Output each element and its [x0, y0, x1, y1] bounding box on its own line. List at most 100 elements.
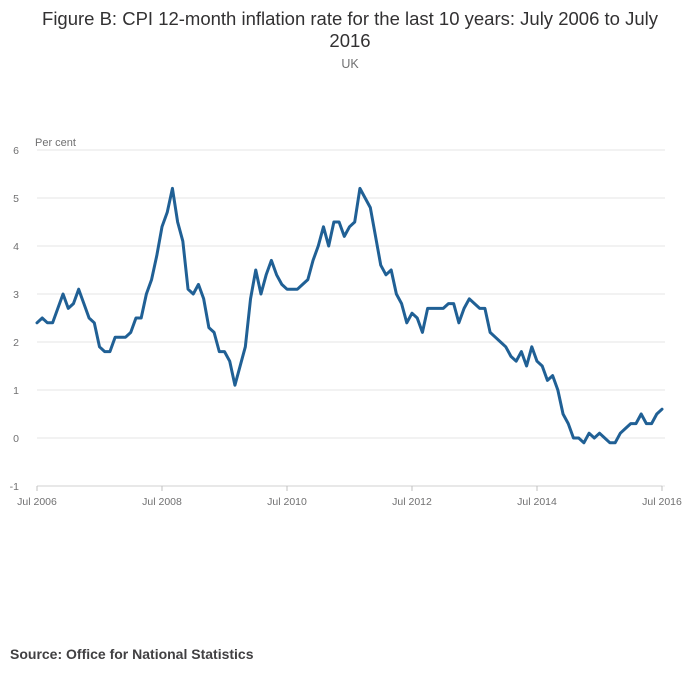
data-point[interactable] [233, 383, 237, 387]
data-point[interactable] [535, 359, 539, 363]
data-point[interactable] [379, 263, 383, 267]
data-point[interactable] [530, 345, 534, 349]
data-point[interactable] [321, 225, 325, 229]
data-point[interactable] [56, 306, 60, 310]
data-point[interactable] [332, 220, 336, 224]
data-point[interactable] [436, 306, 440, 310]
data-point[interactable] [212, 330, 216, 334]
data-point[interactable] [275, 273, 279, 277]
data-point[interactable] [493, 335, 497, 339]
data-point[interactable] [473, 302, 477, 306]
data-point[interactable] [374, 234, 378, 238]
data-point[interactable] [170, 186, 174, 190]
data-point[interactable] [311, 258, 315, 262]
data-point[interactable] [603, 436, 607, 440]
data-point[interactable] [457, 321, 461, 325]
data-point[interactable] [238, 364, 242, 368]
data-point[interactable] [384, 273, 388, 277]
data-point[interactable] [400, 302, 404, 306]
data-point[interactable] [108, 350, 112, 354]
data-point[interactable] [644, 422, 648, 426]
data-point[interactable] [608, 441, 612, 445]
data-point[interactable] [77, 287, 81, 291]
data-point[interactable] [316, 244, 320, 248]
data-point[interactable] [186, 287, 190, 291]
data-point[interactable] [634, 422, 638, 426]
data-point[interactable] [545, 378, 549, 382]
data-point[interactable] [337, 220, 341, 224]
data-point[interactable] [629, 422, 633, 426]
data-point[interactable] [285, 287, 289, 291]
data-point[interactable] [264, 273, 268, 277]
data-point[interactable] [504, 345, 508, 349]
data-point[interactable] [306, 278, 310, 282]
data-point[interactable] [363, 196, 367, 200]
data-point[interactable] [660, 407, 664, 411]
data-point[interactable] [488, 330, 492, 334]
data-point[interactable] [499, 340, 503, 344]
data-point[interactable] [525, 364, 529, 368]
data-point[interactable] [103, 350, 107, 354]
data-point[interactable] [202, 297, 206, 301]
data-point[interactable] [566, 422, 570, 426]
data-point[interactable] [551, 374, 555, 378]
data-point[interactable] [254, 268, 258, 272]
data-point[interactable] [540, 364, 544, 368]
data-point[interactable] [191, 292, 195, 296]
data-point[interactable] [150, 278, 154, 282]
data-point[interactable] [155, 254, 159, 258]
data-point[interactable] [129, 330, 133, 334]
data-point[interactable] [420, 330, 424, 334]
data-point[interactable] [452, 302, 456, 306]
data-point[interactable] [295, 287, 299, 291]
data-point[interactable] [592, 436, 596, 440]
data-point[interactable] [587, 431, 591, 435]
data-point[interactable] [405, 321, 409, 325]
data-point[interactable] [87, 316, 91, 320]
data-point[interactable] [134, 316, 138, 320]
data-point[interactable] [348, 225, 352, 229]
data-point[interactable] [124, 335, 128, 339]
data-point[interactable] [223, 350, 227, 354]
data-point[interactable] [228, 359, 232, 363]
data-point[interactable] [280, 282, 284, 286]
data-point[interactable] [431, 306, 435, 310]
data-point[interactable] [98, 345, 102, 349]
data-point[interactable] [35, 321, 39, 325]
data-point[interactable] [327, 244, 331, 248]
data-point[interactable] [353, 220, 357, 224]
data-point[interactable] [249, 297, 253, 301]
data-point[interactable] [82, 302, 86, 306]
data-point[interactable] [368, 206, 372, 210]
data-point[interactable] [358, 186, 362, 190]
data-point[interactable] [571, 436, 575, 440]
data-point[interactable] [144, 292, 148, 296]
data-point[interactable] [139, 316, 143, 320]
data-point[interactable] [342, 234, 346, 238]
data-point[interactable] [113, 335, 117, 339]
data-point[interactable] [160, 225, 164, 229]
data-point[interactable] [624, 426, 628, 430]
data-point[interactable] [561, 412, 565, 416]
data-point[interactable] [467, 297, 471, 301]
data-point[interactable] [519, 350, 523, 354]
data-point[interactable] [509, 354, 513, 358]
data-point[interactable] [415, 316, 419, 320]
data-point[interactable] [301, 282, 305, 286]
data-point[interactable] [259, 292, 263, 296]
data-point[interactable] [71, 302, 75, 306]
data-point[interactable] [45, 321, 49, 325]
data-point[interactable] [613, 441, 617, 445]
data-point[interactable] [176, 220, 180, 224]
data-point[interactable] [92, 321, 96, 325]
data-point[interactable] [51, 321, 55, 325]
data-point[interactable] [394, 292, 398, 296]
data-point[interactable] [61, 292, 65, 296]
data-point[interactable] [514, 359, 518, 363]
data-point[interactable] [582, 441, 586, 445]
data-point[interactable] [441, 306, 445, 310]
data-point[interactable] [483, 306, 487, 310]
data-point[interactable] [66, 306, 70, 310]
data-point[interactable] [410, 311, 414, 315]
data-point[interactable] [196, 282, 200, 286]
